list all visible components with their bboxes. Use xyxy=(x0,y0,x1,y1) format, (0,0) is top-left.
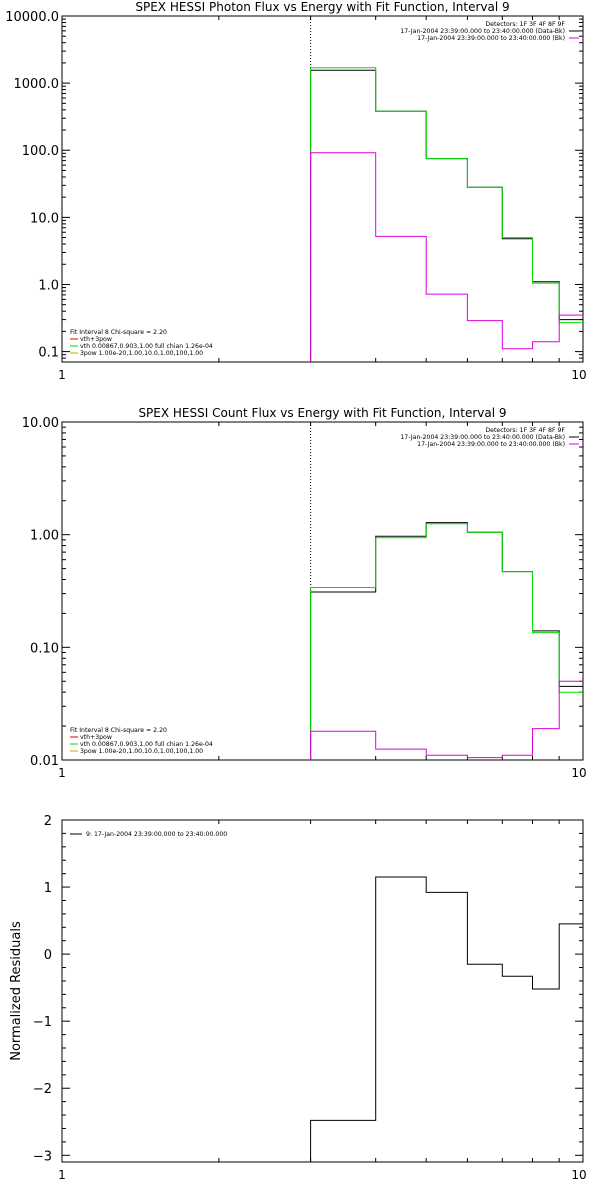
panel-3-y-tick-label: 1 xyxy=(44,881,52,896)
panel-3-y-axis-label: Normalized Residuals xyxy=(9,921,24,1061)
panel-1-legend-top-text: 17-Jan-2004 23:39:00.000 to 23:40:00.000… xyxy=(400,28,565,35)
panel-3-frame xyxy=(61,819,584,1163)
panel-1-series-3-line xyxy=(310,152,583,362)
panel-3-legend-text: 9: 17-Jan-2004 23:39:00.000 to 23:40:00.… xyxy=(86,831,227,838)
panel-3-y-tick-label: −1 xyxy=(33,1015,52,1030)
panel-3-y-tick-label: −3 xyxy=(33,1149,52,1164)
panel-1-legend-top-text: Detectors: 1F 3F 4F 8F 9F xyxy=(485,21,565,28)
panel-3-y-tick-label: 0 xyxy=(44,948,52,963)
panel-1-y-tick-label: 100.0 xyxy=(22,144,59,159)
panel-2-y-tick-label: 1.00 xyxy=(30,529,59,544)
panel-1-series-1-line xyxy=(310,69,583,362)
panel-1-legend-bottom-text: vth+3pow xyxy=(80,336,112,343)
panel-1-legend-top-text: 17-Jan-2004 23:39:00.000 to 23:40:00.000… xyxy=(417,35,565,42)
panel-3-y-tick-label: 2 xyxy=(44,814,52,829)
panel-3-series-1-line xyxy=(310,876,583,1162)
panel-2-title: SPEX HESSI Count Flux vs Energy with Fit… xyxy=(138,406,506,420)
panel-2-legend-top-text: 17-Jan-2004 23:39:00.000 to 23:40:00.000… xyxy=(417,441,565,448)
panel-2-legend-bottom-text: vth+3pow xyxy=(80,734,112,741)
panel-1-y-tick-label: 10000.0 xyxy=(5,10,59,25)
panel-3-x-tick-label: 1 xyxy=(58,1168,66,1182)
panel-1-frame xyxy=(61,15,584,363)
panel-2-y-tick-label: 0.01 xyxy=(30,754,59,769)
panel-2-series-2-line xyxy=(310,523,583,760)
panel-1-title: SPEX HESSI Photon Flux vs Energy with Fi… xyxy=(135,0,509,14)
panel-2-x-tick-label: 1 xyxy=(58,766,66,780)
panel-1-y-tick-label: 10.0 xyxy=(30,211,59,226)
panel-2-series-3-line xyxy=(310,680,583,760)
panel-1-x-tick-label: 1 xyxy=(58,368,66,382)
panel-1-legend-bottom-text: Fit Interval 8 Chi-square = 2.20 xyxy=(70,329,167,336)
panel-1-y-tick-label: 0.1 xyxy=(38,346,59,361)
panel-1-legend-bottom-text: vth 0.00867,0.903,1.00 full chian 1.26e-… xyxy=(80,343,213,350)
panel-2-legend-top-text: 17-Jan-2004 23:39:00.000 to 23:40:00.000… xyxy=(400,434,565,441)
panel-1-series-2-line xyxy=(310,67,583,362)
panel-2-x-tick-label: 10 xyxy=(571,766,586,780)
panel-1-y-tick-label: 1000.0 xyxy=(14,77,60,92)
panel-1-y-tick-label: 1.0 xyxy=(38,278,59,293)
panel-1-legend-bottom-text: 3pow 1.00e-20,1.00,10.0,1.00,100,1.00 xyxy=(80,350,203,357)
panel-2-y-tick-label: 0.10 xyxy=(30,641,59,656)
panel-2-y-tick-label: 10.00 xyxy=(22,416,59,431)
panel-2-legend-bottom-text: 3pow 1.00e-20,1.00,10.0,1.00,100,1.00 xyxy=(80,748,203,755)
panel-2-frame xyxy=(61,421,584,761)
panel-2-series-1-line xyxy=(310,522,583,760)
panel-1-x-tick-label: 10 xyxy=(571,368,586,382)
panel-3-y-tick-label: −2 xyxy=(33,1082,52,1097)
panel-3-x-tick-label: 10 xyxy=(571,1168,586,1182)
panel-2-legend-bottom-text: Fit Interval 8 Chi-square = 2.20 xyxy=(70,727,167,734)
panel-2-legend-bottom-text: vth 0.00867,0.903,1.00 full chian 1.26e-… xyxy=(80,741,213,748)
panel-2-legend-top-text: Detectors: 1F 3F 4F 8F 9F xyxy=(485,427,565,434)
